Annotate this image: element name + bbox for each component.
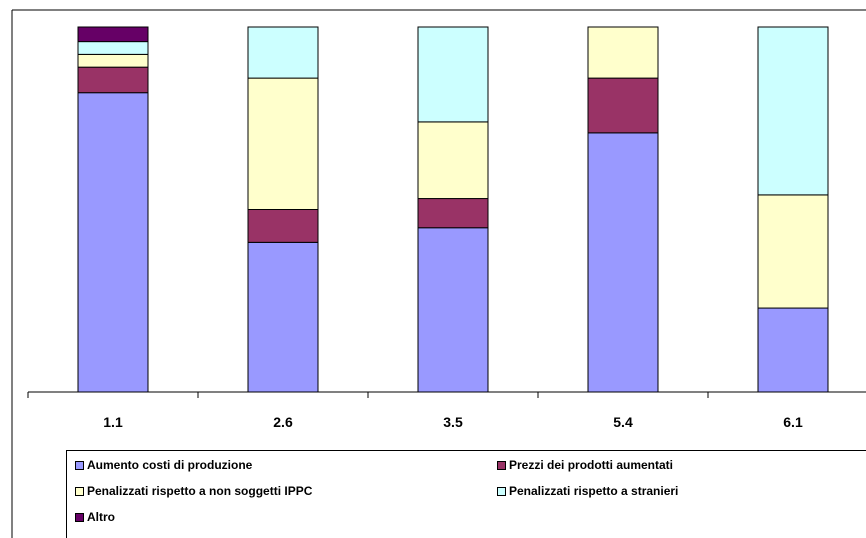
legend-label: Aumento costi di produzione [87,458,253,472]
bar-segment-3-5-series-4 [417,26,489,123]
x-tick-label-2-6: 2.6 [273,414,293,430]
legend-item: Aumento costi di produzione [75,457,252,473]
legend-label: Penalizzati rispetto a non soggetti IPPC [87,484,313,498]
bar-segment-1-1-series-5 [77,26,149,43]
bar-segment-5-4-series-2 [587,77,659,134]
legend-item: Prezzi dei prodotti aumentati [497,457,673,473]
legend-swatch [75,512,84,522]
x-tick-label-5-4: 5.4 [613,414,633,430]
x-tick-label-6-1: 6.1 [783,414,803,430]
x-axis-tick-labels: 1.1 2.6 3.5 5.4 6.1 [103,414,803,430]
x-tick-label-3-5: 3.5 [443,414,463,430]
legend-item: Penalizzati rispetto a non soggetti IPPC [75,483,312,499]
legend: Aumento costi di produzione Prezzi dei pr… [66,450,866,538]
legend-item: Altro [75,509,115,525]
bar-segment-3-5-series-2 [417,198,489,229]
legend-label: Penalizzati rispetto a stranieri [509,484,679,498]
legend-swatch [497,460,506,470]
bar-segment-6-1-series-3 [757,194,829,309]
x-axis [27,391,866,398]
bar-segment-6-1-series-4 [757,26,829,196]
bar-segment-1-1-series-2 [77,66,149,94]
bars-layer [77,26,829,393]
bar-segment-3-5-series-3 [417,121,489,200]
legend-swatch [75,460,84,470]
bar-segment-2-6-series-1 [247,241,319,393]
legend-item: Penalizzati rispetto a stranieri [497,483,678,499]
legend-label: Prezzi dei prodotti aumentati [509,458,674,472]
legend-swatch [75,486,84,496]
bar-segment-3-5-series-1 [417,227,489,393]
bar-segment-5-4-series-1 [587,132,659,393]
bar-segment-6-1-series-1 [757,307,829,393]
bar-segment-1-1-series-1 [77,92,149,393]
bar-segment-5-4-series-3 [587,26,659,79]
bar-segment-2-6-series-3 [247,77,319,210]
legend-swatch [497,486,506,496]
bar-segment-1-1-series-3 [77,53,149,68]
x-tick-label-1-1: 1.1 [103,414,123,430]
bar-segment-1-1-series-4 [77,41,149,55]
bar-segment-2-6-series-2 [247,209,319,243]
legend-label: Altro [87,510,115,524]
bar-segment-2-6-series-4 [247,26,319,79]
